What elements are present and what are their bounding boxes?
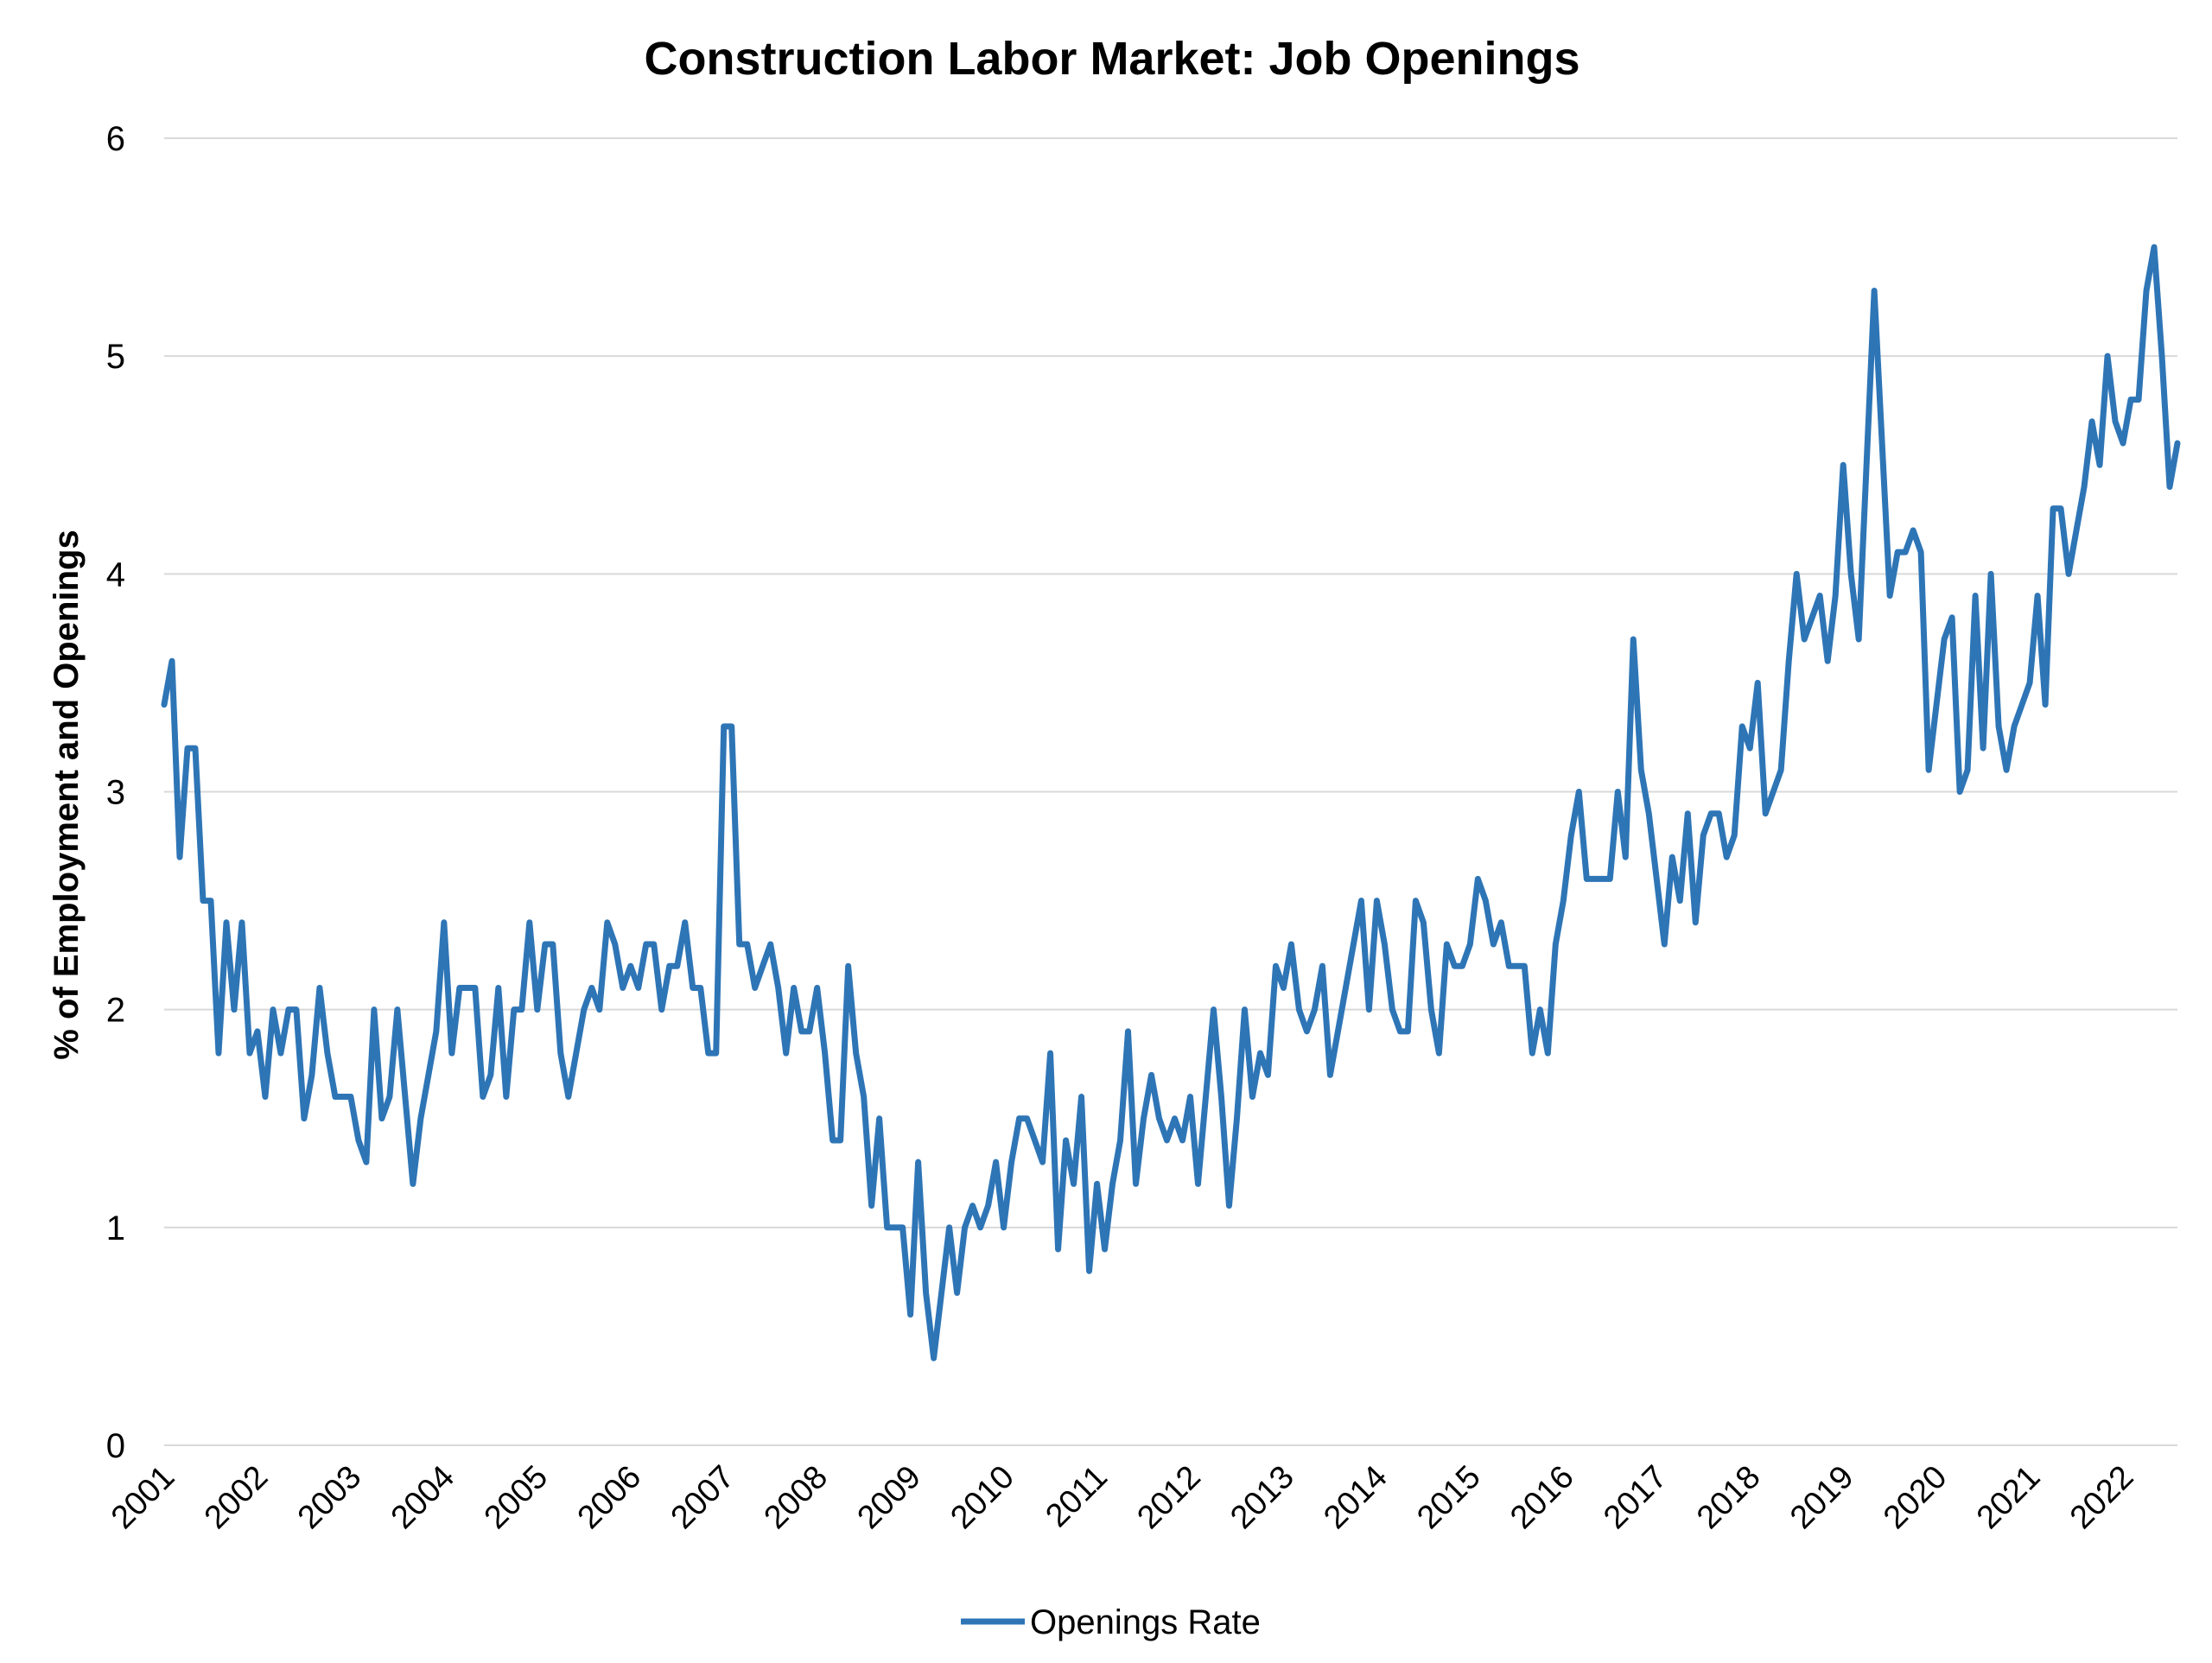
x-tick-label: 2003 — [291, 1459, 368, 1536]
x-tick-label: 2022 — [2063, 1459, 2140, 1536]
x-tick-label: 2021 — [1970, 1459, 2047, 1536]
x-tick-label: 2016 — [1503, 1459, 1580, 1536]
y-axis-ticks: 0 1 2 3 4 5 6 — [106, 120, 125, 1465]
legend-label: Openings Rate — [1030, 1603, 1261, 1641]
y-tick-label: 6 — [106, 120, 125, 158]
x-tick-label: 2007 — [664, 1459, 741, 1536]
x-axis-ticks: 2001 2002 2003 2004 2005 2006 2007 2008 2009 2010… — [105, 1459, 2141, 1536]
x-tick-label: 2018 — [1690, 1459, 1767, 1536]
y-tick-label: 0 — [106, 1427, 125, 1465]
x-tick-label: 2015 — [1410, 1459, 1487, 1536]
y-axis-label: % of Employment and Openings — [48, 530, 86, 1059]
y-tick-label: 1 — [106, 1209, 125, 1247]
x-tick-label: 2005 — [478, 1459, 555, 1536]
x-tick-label: 2017 — [1597, 1459, 1674, 1536]
y-tick-label: 5 — [106, 338, 125, 376]
y-tick-label: 4 — [106, 555, 125, 593]
series-line-openings-rate — [161, 244, 2181, 1362]
x-tick-label: 2008 — [758, 1459, 835, 1536]
x-tick-label: 2020 — [1877, 1459, 1954, 1536]
x-tick-label: 2009 — [851, 1459, 928, 1536]
x-tick-label: 2019 — [1783, 1459, 1860, 1536]
x-tick-label: 2010 — [944, 1459, 1020, 1536]
x-tick-label: 2013 — [1224, 1459, 1300, 1536]
x-tick-label: 2011 — [1039, 1459, 1114, 1534]
x-tick-label: 2004 — [385, 1459, 461, 1536]
x-tick-label: 2012 — [1130, 1459, 1207, 1536]
x-tick-label: 2002 — [198, 1459, 275, 1536]
legend: Openings Rate — [961, 1603, 1261, 1641]
x-tick-label: 2001 — [105, 1459, 181, 1536]
x-tick-label: 2014 — [1317, 1459, 1394, 1536]
chart-title: Construction Labor Market: Job Openings — [644, 33, 1580, 85]
x-tick-label: 2006 — [571, 1459, 648, 1536]
y-tick-label: 3 — [106, 774, 125, 812]
y-tick-label: 2 — [106, 992, 125, 1030]
